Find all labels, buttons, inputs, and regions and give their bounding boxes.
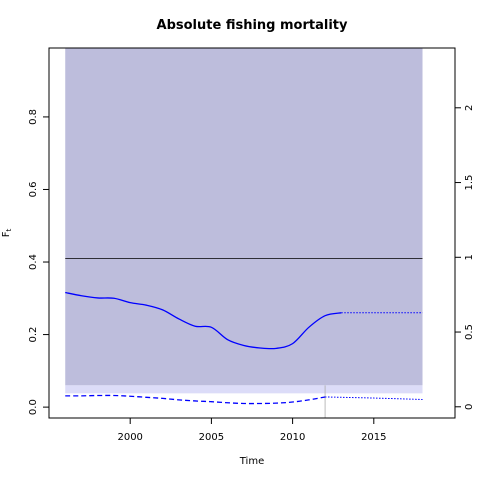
y-tick-label: 0.0 <box>28 399 39 415</box>
x-axis: 2000 2005 2010 2015 <box>117 417 387 443</box>
y2-axis-right: 0 0.5 1 1.5 2 <box>455 105 475 410</box>
x-tick-label: 2015 <box>361 432 386 443</box>
y2-tick-label: 1.5 <box>464 175 475 191</box>
series-line-3-dashed <box>65 394 326 405</box>
chart-title: Absolute fishing mortality <box>157 18 348 33</box>
y-axis-label: Ft <box>1 228 13 237</box>
y-tick-label: 0.4 <box>28 254 39 270</box>
y-tick-label: 0.6 <box>28 182 39 198</box>
y-axis-label-main: F <box>1 231 12 237</box>
x-tick-label: 2000 <box>117 432 142 443</box>
ci-band <box>65 48 423 386</box>
series-line-1-solid <box>65 291 342 350</box>
y-axis: 0.0 0.2 0.4 0.6 0.8 <box>28 109 49 415</box>
y-axis-label-subscript: t <box>5 228 13 231</box>
x-tick-label: 2010 <box>280 432 305 443</box>
y-tick-label: 0.2 <box>28 327 39 343</box>
plot-area <box>65 48 423 418</box>
svg-text:Ft: Ft <box>1 228 13 237</box>
y-tick-label: 0.8 <box>28 109 39 125</box>
y2-tick-label: 0.5 <box>464 324 475 340</box>
x-tick-label: 2005 <box>199 432 224 443</box>
y2-tick-label: 2 <box>464 105 475 111</box>
x-axis-label: Time <box>239 456 264 467</box>
y2-tick-label: 1 <box>464 254 475 260</box>
y2-tick-label: 0 <box>464 404 475 410</box>
lower-band <box>65 385 423 394</box>
series-line-4-dotted <box>325 396 423 400</box>
